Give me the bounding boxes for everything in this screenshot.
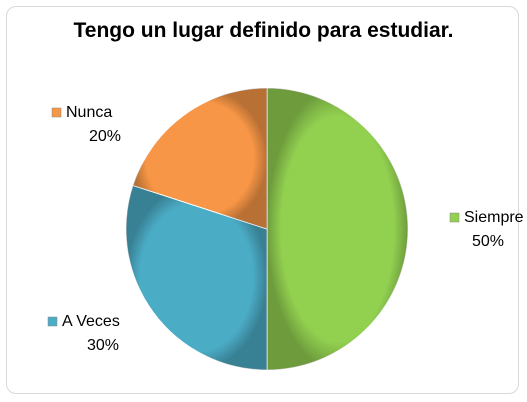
slice-value-label: 50% <box>472 233 504 250</box>
slice-value-label: 30% <box>87 337 119 354</box>
slice-label: A Veces <box>62 313 120 330</box>
chart-border <box>6 6 519 394</box>
slice-label: Nunca <box>66 104 112 121</box>
slice-value-label: 20% <box>89 128 121 145</box>
chart-title: Tengo un lugar definido para estudiar. <box>73 19 454 42</box>
pie-slice <box>266 87 409 371</box>
slice-label: Siempre <box>464 209 524 226</box>
legend-swatch <box>51 107 62 118</box>
legend-swatch <box>449 212 460 223</box>
legend-swatch <box>47 316 58 327</box>
